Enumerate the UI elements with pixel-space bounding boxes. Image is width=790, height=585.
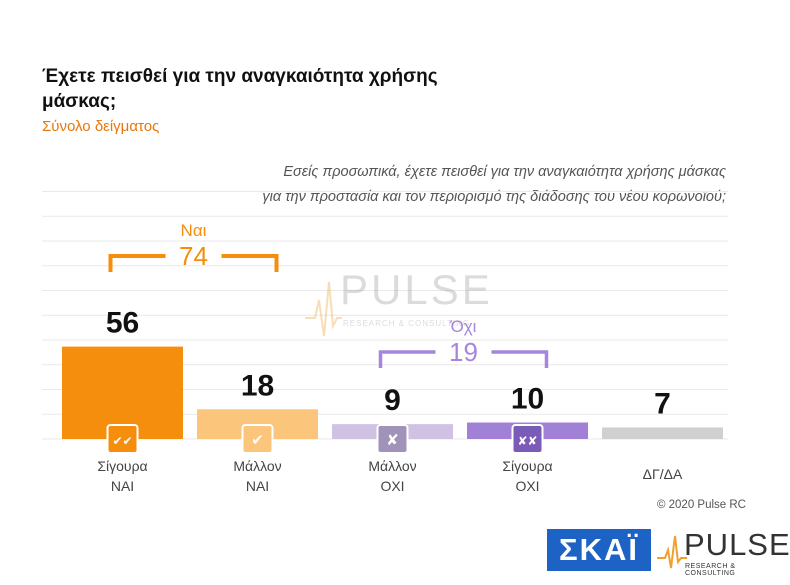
category-label: ΟΧΙ xyxy=(515,478,539,494)
double-cross-icon-glyph: ✘✘ xyxy=(517,434,537,448)
bar-value-label: 10 xyxy=(511,383,544,416)
cross-icon xyxy=(376,424,409,454)
chart-title: Έχετε πεισθεί για την αναγκαιότητα χρήση… xyxy=(42,66,438,112)
bar-value-label: 18 xyxy=(241,369,274,402)
group-bracket xyxy=(108,254,279,272)
category-label: Σίγουρα xyxy=(97,458,147,474)
double-check-icon-glyph: ✔✔ xyxy=(112,434,132,448)
group-value-label: 19 xyxy=(449,337,478,367)
watermark-name: PULSE xyxy=(340,266,493,313)
bar xyxy=(602,427,723,439)
group-label: Όχι xyxy=(450,317,477,336)
cross-icon-glyph: ✘ xyxy=(386,431,399,449)
survey-question-line-1: Εσείς προσωπικά, έχετε πεισθεί για την α… xyxy=(283,164,726,180)
watermark-tagline: RESEARCH & CONSULTING xyxy=(343,319,470,328)
pulse-watermark: PULSE RESEARCH & CONSULTING xyxy=(305,266,493,337)
check-icon xyxy=(241,424,274,454)
pulse-logo-name: PULSE xyxy=(684,527,790,562)
double-cross-icon xyxy=(511,424,544,454)
bar-value-label: 7 xyxy=(654,387,671,420)
skai-logo: ΣΚΑΪ xyxy=(547,529,651,571)
pulse-logo-tagline: RESEARCH & CONSULTING xyxy=(685,563,736,577)
copyright-note: © 2020 Pulse RC xyxy=(656,499,746,511)
pulse-logo: PULSE RESEARCH & CONSULTING xyxy=(657,528,790,577)
pulse-heartbeat-icon xyxy=(657,535,687,569)
category-label: Μάλλον xyxy=(233,458,281,474)
survey-question: Εσείς προσωπικά, έχετε πεισθεί για την α… xyxy=(150,160,726,210)
group-bracket xyxy=(378,350,549,368)
category-label: Μάλλον xyxy=(368,458,416,474)
category-label: ΟΧΙ xyxy=(380,478,404,494)
group-value-label: 74 xyxy=(179,241,208,271)
survey-question-line-2: για την προστασία και τον περιορισμό της… xyxy=(262,189,726,205)
bar-value-label: 9 xyxy=(384,384,401,417)
chart-subtitle: Σύνολο δείγματος xyxy=(42,118,160,135)
category-label: ΝΑΙ xyxy=(111,478,134,494)
check-icon-glyph: ✔ xyxy=(251,431,264,449)
bar-value-label: 56 xyxy=(106,307,139,340)
double-check-icon xyxy=(106,424,139,454)
category-label: ΝΑΙ xyxy=(246,478,269,494)
bar xyxy=(62,346,183,439)
pulse-watermark-icon xyxy=(305,281,342,337)
group-label: Ναι xyxy=(181,221,207,240)
category-label: Σίγουρα xyxy=(502,458,552,474)
category-label: ΔΓ/ΔΑ xyxy=(643,466,683,482)
